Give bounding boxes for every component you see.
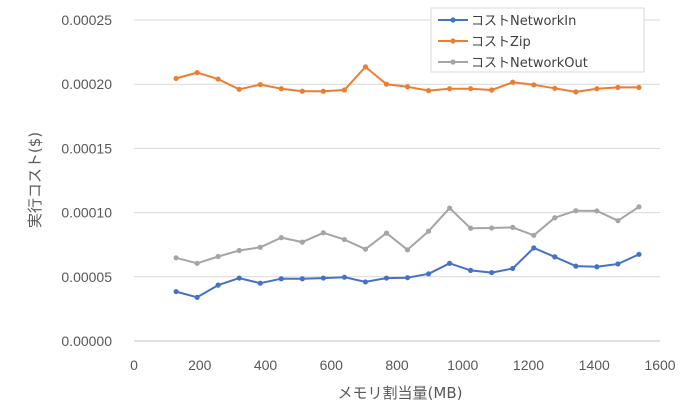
- data-point-zip: [278, 86, 284, 92]
- data-point-networkin: [531, 245, 537, 251]
- x-tick-label: 1600: [644, 357, 675, 373]
- y-tick-label: 0.00010: [61, 205, 112, 221]
- data-point-networkout: [594, 208, 600, 214]
- data-point-networkout: [552, 215, 558, 221]
- legend-marker-zip: [450, 38, 456, 44]
- legend: コストNetworkIn コストZip コストNetworkOut: [430, 7, 645, 73]
- data-point-zip: [552, 85, 558, 91]
- x-tick-label: 1000: [447, 357, 478, 373]
- data-point-networkout: [383, 230, 390, 236]
- data-point-networkin: [552, 254, 558, 260]
- x-tick-label: 0: [130, 357, 138, 373]
- y-tick-label: 0.00015: [61, 140, 112, 156]
- data-point-networkout: [236, 247, 242, 254]
- y-axis-title: 実行コスト($): [26, 132, 44, 228]
- x-tick-label: 200: [188, 357, 212, 373]
- data-point-networkout: [425, 228, 432, 234]
- data-point-networkout: [257, 244, 263, 250]
- data-point-zip: [215, 76, 221, 82]
- y-axis: 0.00000 0.00005 0.00010 0.00015 0.00020 0.000…: [61, 12, 112, 349]
- data-point-networkout: [489, 225, 495, 231]
- x-tick-label: 800: [385, 357, 409, 373]
- data-point-networkin: [236, 275, 242, 281]
- x-tick-label: 400: [254, 357, 278, 373]
- data-point-zip: [425, 88, 432, 94]
- series-group: [173, 64, 642, 300]
- data-point-networkin: [383, 275, 390, 281]
- data-point-networkout: [320, 230, 326, 236]
- data-point-zip: [341, 87, 347, 93]
- legend-marker-networkout: [450, 59, 456, 65]
- x-axis: 0 200 400 600 800 1000 1200 1400 1600: [130, 340, 676, 373]
- x-tick-label: 1200: [513, 357, 544, 373]
- data-point-networkin: [173, 288, 179, 295]
- data-point-networkin: [510, 265, 516, 272]
- data-point-zip: [468, 86, 474, 92]
- data-point-networkin: [194, 294, 200, 300]
- data-point-networkin: [594, 264, 600, 270]
- data-point-networkin: [468, 267, 474, 273]
- data-point-zip: [236, 86, 242, 92]
- data-point-networkin: [425, 271, 432, 277]
- data-point-zip: [320, 88, 326, 94]
- data-point-networkin: [636, 251, 642, 257]
- data-point-networkout: [173, 255, 179, 261]
- data-point-zip: [299, 88, 305, 94]
- data-point-zip: [489, 87, 495, 93]
- data-point-networkout: [447, 205, 453, 211]
- legend-label-networkout: コストNetworkOut: [471, 56, 588, 71]
- data-point-networkin: [257, 280, 263, 286]
- data-point-networkin: [341, 274, 347, 280]
- y-tick-label: 0.00005: [61, 269, 112, 285]
- x-tick-label: 600: [320, 357, 344, 373]
- data-point-networkin: [299, 276, 305, 282]
- data-point-networkout: [404, 247, 411, 253]
- y-tick-label: 0.00020: [61, 76, 112, 92]
- data-point-networkin: [573, 263, 579, 269]
- data-point-networkout: [615, 218, 621, 224]
- data-point-networkout: [278, 235, 284, 241]
- data-point-zip: [573, 89, 579, 95]
- data-point-networkout: [299, 239, 305, 245]
- data-point-zip: [194, 70, 200, 76]
- x-tick-label: 1400: [579, 357, 610, 373]
- legend-label-zip: コストZip: [471, 35, 531, 50]
- data-point-zip: [510, 79, 516, 85]
- data-point-networkin: [362, 279, 369, 285]
- data-point-zip: [531, 82, 537, 88]
- data-point-zip: [615, 84, 621, 91]
- data-point-networkin: [489, 269, 495, 276]
- data-point-zip: [173, 75, 179, 82]
- data-point-networkout: [341, 236, 347, 243]
- x-axis-title: メモリ割当量(MB): [338, 384, 463, 402]
- data-point-networkin: [615, 261, 621, 267]
- data-point-networkout: [573, 208, 579, 214]
- gridlines: [134, 19, 660, 278]
- data-point-zip: [362, 64, 369, 70]
- data-point-networkout: [215, 253, 221, 260]
- data-point-networkout: [636, 204, 642, 210]
- legend-marker-networkin: [450, 17, 456, 23]
- data-point-zip: [636, 84, 642, 91]
- data-point-zip: [404, 84, 411, 90]
- data-point-zip: [447, 86, 453, 92]
- data-point-networkin: [320, 275, 326, 281]
- data-point-networkin: [215, 282, 221, 288]
- y-tick-label: 0.00000: [61, 333, 112, 349]
- y-tick-label: 0.00025: [61, 12, 112, 28]
- data-point-networkout: [531, 232, 537, 238]
- data-point-networkin: [447, 260, 453, 266]
- data-point-networkin: [278, 276, 284, 282]
- data-point-zip: [594, 86, 600, 92]
- legend-label-networkin: コストNetworkIn: [471, 14, 576, 29]
- data-point-networkout: [468, 225, 474, 231]
- data-point-networkout: [510, 224, 516, 230]
- data-point-networkout: [194, 260, 200, 266]
- data-point-networkin: [404, 275, 411, 281]
- data-point-zip: [383, 81, 390, 87]
- data-point-networkout: [362, 246, 369, 252]
- data-point-zip: [257, 81, 263, 88]
